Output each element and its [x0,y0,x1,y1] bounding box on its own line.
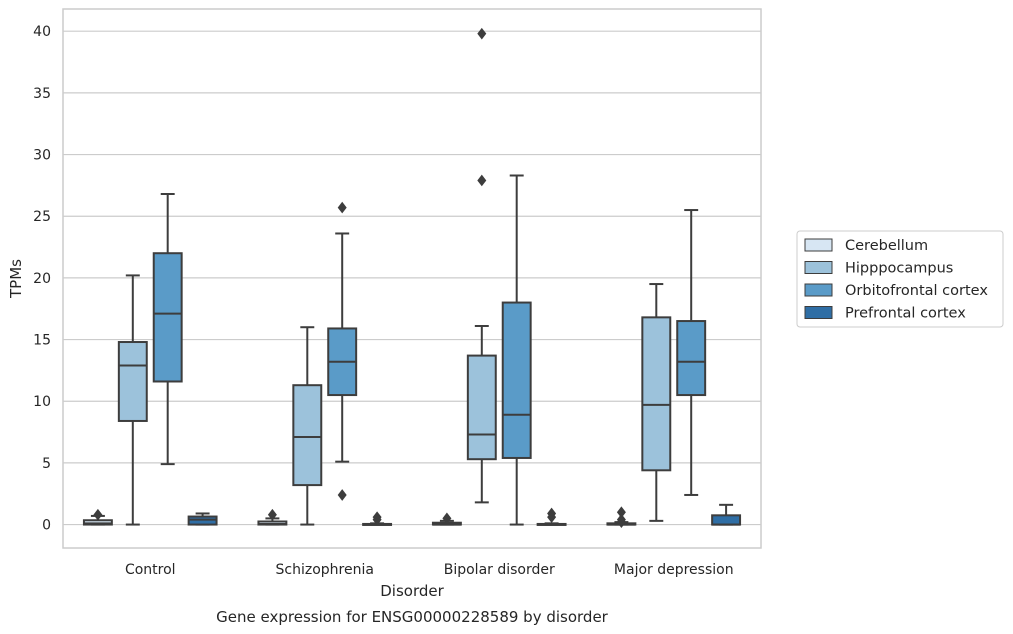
outlier-0 [477,174,487,187]
legend-label: Hipppocampus [845,261,953,277]
box-2-0 [431,512,462,526]
box-body [117,341,148,422]
legend-items: Cerebellum Hipppocampus Orbitofrontal cort… [804,238,988,322]
x-tick-label-2: Bipolar disorder [444,562,555,578]
box-body [501,301,532,459]
legend-label: Prefrontal cortex [845,306,966,322]
outlier-0 [442,512,452,525]
legend-item-0: Cerebellum [804,238,928,254]
legend-swatch [804,238,833,252]
outlier-0 [616,506,626,519]
box-1-0 [257,508,288,526]
legend-label: Cerebellum [845,238,928,254]
legend-label: Orbitofrontal cortex [845,283,988,299]
box-1-2 [327,201,358,501]
y-tick-label-15: 15 [33,333,51,349]
box-body [466,354,497,461]
x-tick-label-1: Schizophrenia [276,562,374,578]
outlier-1 [337,201,347,214]
legend: Cerebellum Hipppocampus Orbitofrontal cort… [796,230,1004,328]
legend-item-2: Orbitofrontal cortex [804,283,988,299]
box-3-0 [606,506,637,528]
y-tick-label-5: 5 [42,456,51,472]
outlier-1 [547,511,557,524]
box-3-3 [711,503,742,526]
outlier-0 [267,508,277,521]
box-body [152,252,183,383]
legend-frame [796,230,1004,328]
outlier-0 [93,508,103,521]
y-tick-label-30: 30 [33,148,51,164]
box-body [676,320,707,397]
box-2-1 [466,27,497,504]
y-tick-label-10: 10 [33,394,51,410]
legend-swatch [804,306,833,319]
box-body [641,316,672,472]
box-2-2 [501,174,532,526]
y-tick-label-0: 0 [42,518,51,534]
box-2-3 [536,507,567,526]
box-3-2 [676,209,707,496]
box-1-3 [362,511,393,526]
legend-item-3: Prefrontal cortex [804,306,966,322]
x-tick-label-0: Control [125,562,176,578]
box-0-2 [152,193,183,466]
box-0-0 [82,508,113,526]
box-1-1 [292,326,323,526]
outlier-2 [616,516,626,528]
box-body [292,384,323,487]
x-tick-label-3: Major depression [614,562,734,578]
figure-caption: Gene expression for ENSG00000228589 by d… [216,608,609,626]
y-axis-label: TPMs [7,259,25,299]
y-tick-label-25: 25 [33,209,51,225]
y-tick-label-20: 20 [33,271,51,287]
x-tick-labels: Control Schizophrenia Bipolar disorder Majo… [125,562,734,578]
y-tick-label-35: 35 [33,86,51,102]
y-tick-label-40: 40 [33,24,51,40]
outlier-1 [477,27,487,40]
box-3-1 [641,283,672,522]
box-0-1 [117,274,148,526]
box-layer [82,27,742,528]
legend-item-1: Hipppocampus [804,261,953,277]
plot-frame [62,8,762,549]
box-body [711,514,742,526]
outlier-1 [372,513,382,526]
legend-swatch [804,283,833,297]
box-0-3 [187,512,218,526]
outlier-0 [337,489,347,501]
legend-swatch [804,261,833,274]
x-axis-label: Disorder [380,582,444,600]
y-tick-labels: 0 5 10 15 20 25 30 35 40 [33,24,51,533]
